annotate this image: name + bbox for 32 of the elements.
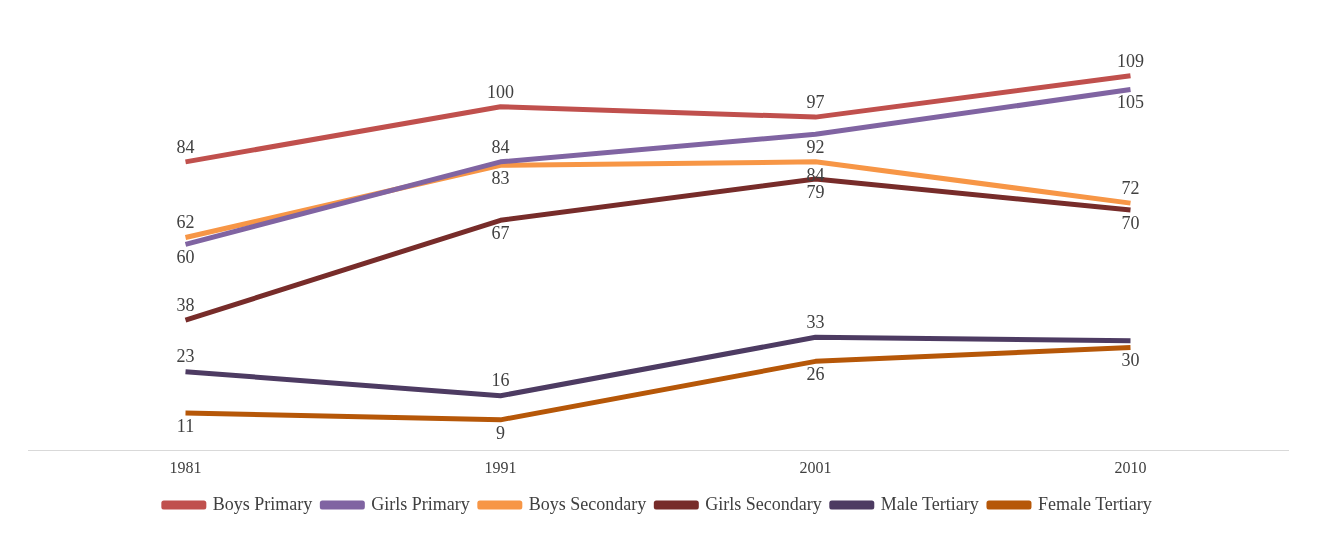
x-tick-label: 2001 — [799, 458, 832, 476]
legend-label: Girls Primary — [371, 493, 470, 514]
data-label: 97 — [806, 91, 825, 112]
data-label: 60 — [176, 247, 195, 268]
x-tick-label: 2010 — [1114, 458, 1147, 476]
data-label: 33 — [806, 312, 825, 333]
data-label: 23 — [176, 346, 195, 367]
data-label: 30 — [1121, 350, 1140, 371]
data-label: 84 — [176, 136, 195, 157]
legend-label: Boys Primary — [212, 493, 313, 514]
data-label: 16 — [491, 370, 510, 391]
data-label: 26 — [806, 364, 825, 385]
legend-label: Girls Secondary — [705, 493, 822, 514]
data-label: 70 — [1121, 212, 1140, 233]
data-label: 92 — [806, 137, 825, 158]
data-label: 67 — [491, 223, 510, 244]
data-label: 9 — [496, 422, 505, 443]
data-label: 38 — [176, 294, 195, 315]
x-tick-label: 1991 — [484, 458, 517, 476]
data-label: 84 — [491, 136, 510, 157]
data-label: 72 — [1121, 177, 1140, 198]
data-label: 11 — [176, 415, 195, 436]
data-label: 100 — [487, 81, 514, 102]
x-tick-label: 1981 — [169, 458, 202, 476]
data-label: 62 — [176, 212, 195, 233]
data-label: 83 — [491, 168, 510, 189]
data-label: 79 — [806, 181, 825, 202]
data-label: 109 — [1117, 50, 1144, 71]
data-label: 105 — [1117, 92, 1144, 113]
legend-label: Female Tertiary — [1037, 493, 1152, 514]
legend-label: Boys Secondary — [528, 493, 647, 514]
legend-label: Male Tertiary — [880, 493, 979, 514]
